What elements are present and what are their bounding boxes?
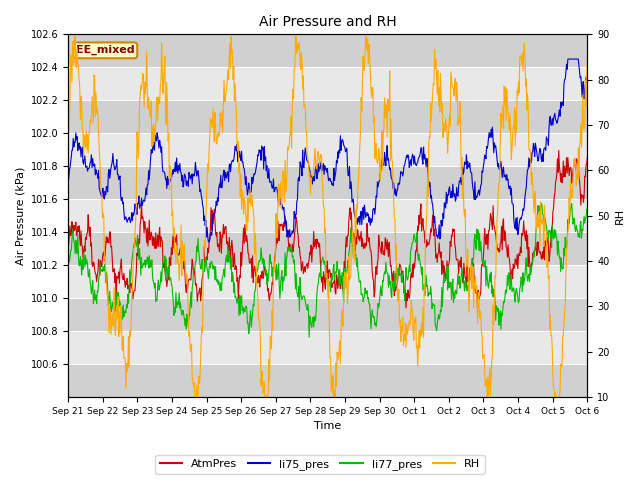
Bar	[68, 232, 588, 265]
Bar	[68, 298, 588, 331]
X-axis label: Time: Time	[314, 421, 341, 432]
Bar	[68, 166, 588, 199]
Text: EE_mixed: EE_mixed	[76, 45, 134, 56]
Bar	[68, 265, 588, 298]
Legend: AtmPres, li75_pres, li77_pres, RH: AtmPres, li75_pres, li77_pres, RH	[156, 455, 484, 474]
Y-axis label: RH: RH	[615, 208, 625, 224]
Bar	[68, 133, 588, 166]
Y-axis label: Air Pressure (kPa): Air Pressure (kPa)	[15, 167, 25, 265]
Bar	[68, 35, 588, 67]
Bar	[68, 67, 588, 100]
Bar	[68, 100, 588, 133]
Bar	[68, 331, 588, 364]
Bar	[68, 364, 588, 397]
Title: Air Pressure and RH: Air Pressure and RH	[259, 15, 397, 29]
Bar	[68, 199, 588, 232]
